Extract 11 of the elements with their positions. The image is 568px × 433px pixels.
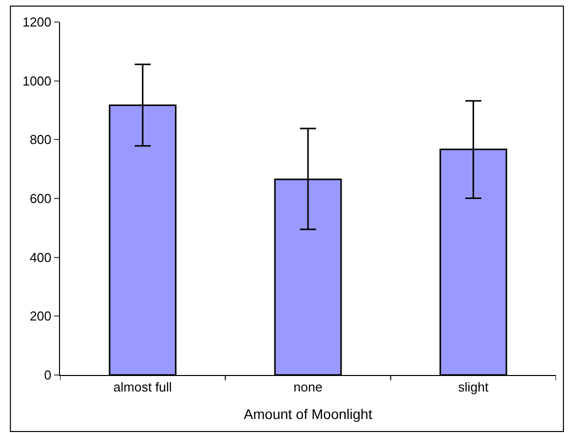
- x-tick-label: almost full: [113, 380, 172, 395]
- y-tick-label: 1000: [22, 73, 52, 88]
- x-tick-label: none: [294, 380, 322, 395]
- x-tick-label: slight: [458, 380, 489, 395]
- y-tick-label: 600: [30, 191, 52, 206]
- y-tick-label: 0: [44, 368, 52, 383]
- y-tick-label: 200: [30, 308, 52, 324]
- y-tick-label: 800: [30, 132, 52, 148]
- y-tick-label: 1200: [22, 14, 52, 30]
- x-axis-title: Amount of Moonlight: [244, 406, 372, 422]
- y-tick-label: 400: [30, 250, 52, 265]
